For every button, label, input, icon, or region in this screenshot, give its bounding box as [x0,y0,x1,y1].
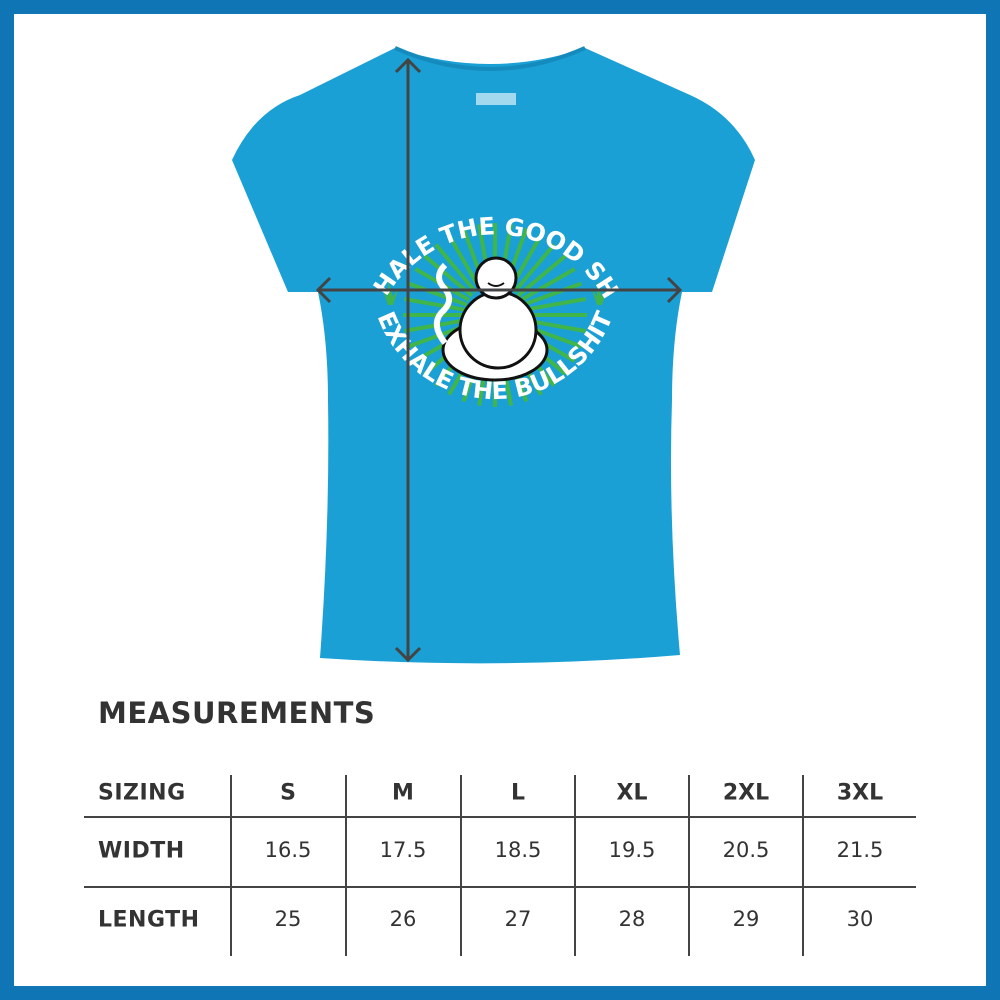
leaf-left-icon [382,281,399,305]
length-cell: 25 [274,907,302,931]
table-column-divider [688,775,690,956]
size-header: 3XL [836,780,884,806]
measurement-arrows [315,57,683,663]
length-cell: 29 [732,907,760,931]
width-cell: 21.5 [836,838,884,862]
table-column-divider [802,775,804,956]
sunburst-ray [407,281,468,307]
length-cell: 26 [389,907,417,931]
header-sizing-label: SIZING [98,780,186,806]
tshirt-image: INHALE THE GOOD SHIT EXHALE THE BULLSHIT [0,0,755,664]
size-header: 2XL [722,780,770,806]
buddha-graphic [441,256,549,382]
table-column-divider [230,775,232,956]
table-divider [84,886,916,888]
length-cell: 30 [846,907,874,931]
width-cell: 18.5 [494,838,542,862]
width-cell: 19.5 [608,838,656,862]
table-column-divider [574,775,576,956]
sunburst-ray [522,281,583,307]
size-header: M [392,780,414,806]
size-header: L [510,780,526,806]
sunburst-ray [404,297,466,312]
sunburst-ray [524,297,586,312]
row-label-width: WIDTH [98,838,185,864]
sunburst-ray [519,267,576,302]
width-cell: 20.5 [722,838,770,862]
sunburst-ray [512,243,556,294]
measurements-title: MEASUREMENTS [98,696,376,730]
length-cell: 27 [504,907,532,931]
length-cell: 28 [618,907,646,931]
size-header: XL [616,780,648,806]
sunburst-ray [434,243,478,294]
smoke-graphic [433,262,453,345]
leaf-right-icon [591,281,608,305]
row-label-length: LENGTH [98,907,200,933]
table-divider [84,816,916,818]
table-column-divider [345,775,347,956]
width-cell: 16.5 [264,838,312,862]
size-header: S [280,780,296,806]
width-cell: 17.5 [379,838,427,862]
table-column-divider [460,775,462,956]
